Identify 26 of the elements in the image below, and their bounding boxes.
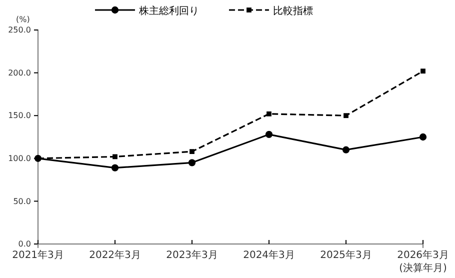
x-tick-label: 2022年3月: [89, 249, 141, 262]
legend-label: 比較指標: [273, 5, 313, 17]
point: [266, 111, 272, 116]
point: [265, 130, 273, 138]
x-tick-label: 2024年3月: [243, 249, 295, 262]
legend-label: 株主総利回り: [138, 5, 199, 17]
point: [112, 154, 118, 160]
point: [420, 68, 426, 74]
y-axis-title: (%): [16, 15, 30, 24]
y-tick-label: 0.0: [18, 240, 31, 249]
point: [190, 149, 194, 154]
y-tick-label: 100.0: [8, 154, 31, 163]
y-tick-label: 200.0: [8, 68, 31, 78]
point: [419, 133, 427, 141]
point: [188, 159, 196, 166]
y-tick-label: 150.0: [8, 111, 31, 120]
x-tick-label: 2023年3月: [166, 249, 218, 262]
point: [111, 164, 119, 172]
point: [344, 113, 348, 118]
x-tick-label: 2026年3月: [397, 249, 449, 262]
text: (決算年月): [399, 262, 447, 274]
y-tick-label: 250.0: [8, 26, 31, 35]
x-tick-label: 2021年3月: [12, 249, 64, 262]
point: [342, 146, 350, 154]
y-tick-label: 50.0: [13, 196, 31, 206]
x-tick-label: 2025年3月: [320, 249, 372, 262]
